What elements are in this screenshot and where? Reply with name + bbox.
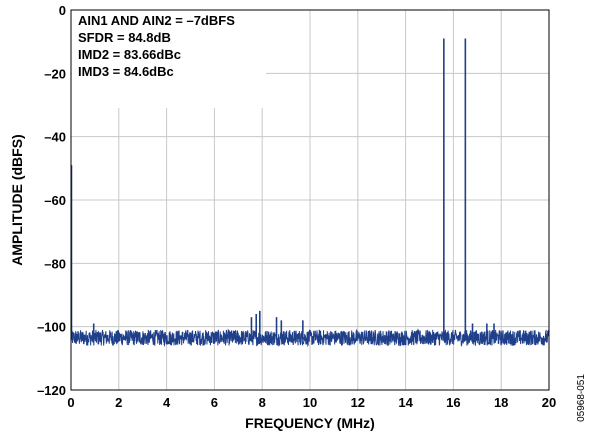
x-tick-label: 10: [303, 395, 317, 410]
x-tick-label: 12: [351, 395, 365, 410]
y-tick-label: –60: [44, 193, 66, 208]
x-tick-label: 18: [494, 395, 508, 410]
x-tick-labels: 0 2 4 6 8 10 12 14 16 18 20: [67, 395, 556, 410]
y-tick-label: –40: [44, 130, 66, 145]
x-tick-label: 16: [446, 395, 460, 410]
x-tick-label: 6: [211, 395, 218, 410]
x-tick-label: 8: [259, 395, 266, 410]
x-tick-label: 2: [115, 395, 122, 410]
x-tick-label: 4: [163, 395, 171, 410]
annotation-block: AIN1 AND AIN2 = –7dBFS SFDR = 84.8dB IMD…: [78, 13, 235, 79]
y-tick-label: –20: [44, 66, 66, 81]
annotation-line: AIN1 AND AIN2 = –7dBFS: [78, 13, 235, 28]
spectrum-trace: [70, 38, 550, 348]
x-axis-label: FREQUENCY (MHz): [245, 415, 375, 431]
y-tick-labels: 0 –20 –40 –60 –80 –100 –120: [37, 3, 66, 398]
grid: [71, 10, 549, 390]
y-tick-label: –120: [37, 383, 66, 398]
y-axis-label: AMPLITUDE (dBFS): [9, 134, 25, 265]
annotation-line: IMD3 = 84.6dBc: [78, 64, 174, 79]
x-tick-label: 0: [67, 395, 74, 410]
x-tick-label: 14: [398, 395, 413, 410]
annotation-line: SFDR = 84.8dB: [78, 30, 171, 45]
figure-id: 05968-051: [576, 374, 587, 422]
noise-floor-trace: [70, 328, 550, 348]
annotation-background: [72, 8, 266, 108]
annotation-line: IMD2 = 83.66dBc: [78, 47, 181, 62]
x-tick-label: 20: [542, 395, 556, 410]
y-tick-label: –100: [37, 320, 66, 335]
y-tick-label: 0: [59, 3, 66, 18]
y-tick-label: –80: [44, 256, 66, 271]
plot-frame: [70, 9, 550, 391]
